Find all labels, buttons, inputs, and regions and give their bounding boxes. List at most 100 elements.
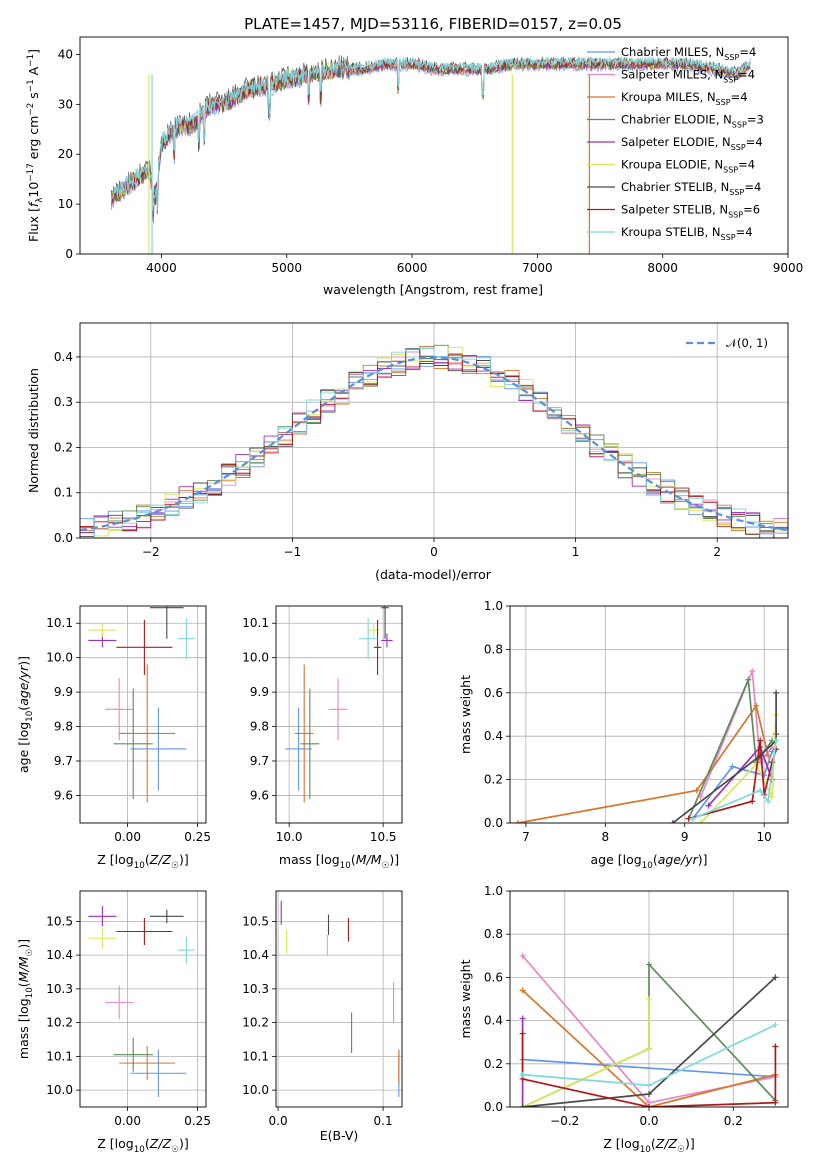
axes-mass-vs-EBV: 0.0 0.1 10.0 10.1 10.2 10.3 10.4 10.5 E(B-V) (242, 890, 403, 1143)
y-tick-label: 10.5 (242, 914, 269, 928)
x-tick-label: 7000 (522, 261, 553, 275)
axes-frame (79, 890, 207, 1108)
series-line-1 (699, 670, 773, 798)
data-point (757, 737, 764, 744)
y-tick-label: 0.4 (54, 350, 73, 364)
y-tick-label: 0.0 (54, 531, 73, 545)
data-point (519, 952, 526, 959)
series-line-6 (110, 55, 751, 214)
y-tick-label: 10.0 (46, 651, 73, 665)
chart-title: PLATE=1457, MJD=53116, FIBERID=0157, z=0… (244, 15, 622, 33)
x-tick-label: 0.00 (114, 830, 141, 844)
legend-entry: Chabrier MILES, NSSP=4 (621, 45, 756, 62)
data-point (519, 1071, 526, 1078)
series-line-7 (521, 1033, 777, 1107)
data-point (772, 974, 779, 981)
data-point (519, 1015, 526, 1022)
data-point (693, 787, 700, 794)
x-tick-label: 0.25 (184, 830, 211, 844)
legend-entry: Salpeter ELODIE, NSSP=4 (621, 135, 763, 152)
legend-entry: Kroupa STELIB, NSSP=4 (621, 225, 753, 242)
y-tick-label: 0.1 (54, 486, 73, 500)
data-point (705, 802, 712, 809)
y-tick-label: 9.8 (250, 720, 269, 734)
y-tick-label: 20 (58, 147, 73, 161)
gaussian-reference-line (80, 356, 788, 532)
x-tick-label: 8 (601, 830, 609, 844)
x-axis-label: Z [log10(Z/Z☉)] (97, 852, 188, 871)
x-tick-label: 0.0 (639, 1114, 658, 1128)
legend-entry: 𝒩(0, 1) (726, 336, 768, 350)
data-point (646, 1091, 652, 1098)
data-point (669, 820, 676, 823)
plot-area (285, 606, 393, 803)
axes-frame (275, 890, 403, 1108)
series-line-8 (692, 740, 777, 820)
x-axis-label: age [log10(age/yr)] (590, 852, 707, 871)
series-line-0 (522, 1058, 776, 1078)
x-tick-label: 10.0 (276, 830, 303, 844)
y-tick-label: 9.7 (54, 754, 73, 768)
y-tick-label: 9.7 (250, 754, 269, 768)
data-point (757, 787, 764, 794)
data-point (765, 752, 772, 759)
x-tick-label: 0.1 (374, 1114, 393, 1128)
plot-area (280, 901, 400, 1097)
x-tick-label: 10.5 (370, 830, 397, 844)
x-tick-label: 10 (757, 830, 772, 844)
axes-residuals: −2 −1 0 1 2 0.0 0.1 0.2 0.3 0.4 𝒩(0, 1) (data-model… (26, 322, 789, 582)
x-axis-label: mass [log10(M/M☉)] (279, 852, 399, 871)
data-point (646, 1104, 652, 1107)
x-tick-label: 4000 (146, 261, 177, 275)
data-point (729, 763, 736, 770)
data-point (773, 689, 780, 696)
y-tick-label: 10.0 (46, 1083, 73, 1097)
x-tick-label: 9000 (773, 261, 804, 275)
y-tick-label: 10.0 (242, 651, 269, 665)
axes-frame (509, 605, 789, 824)
data-point (514, 820, 521, 823)
legend-entry: Chabrier STELIB, NSSP=4 (621, 180, 761, 197)
y-tick-label: 1.0 (484, 599, 503, 613)
y-tick-label: 0 (65, 247, 73, 261)
y-tick-label: 0.4 (484, 1014, 503, 1028)
data-point (646, 996, 652, 1002)
axes-spectrum: 4000 5000 6000 7000 8000 9000 0 10 20 30 40 Chabrie… (26, 15, 803, 297)
x-tick-label: 7 (522, 830, 530, 844)
y-tick-label: 0.6 (484, 686, 503, 700)
data-point (772, 1021, 779, 1028)
y-tick-label: 9.6 (54, 788, 73, 802)
x-tick-label: 6000 (397, 261, 428, 275)
x-tick-label: −2 (142, 545, 160, 559)
y-tick-label: 10.4 (242, 948, 269, 962)
x-tick-label: 0 (430, 545, 438, 559)
x-tick-label: 0.00 (114, 1114, 141, 1128)
y-tick-label: 10.3 (46, 982, 73, 996)
axes-mass-vs-Z: 0.00 0.25 10.0 10.1 10.2 10.3 10.4 10.5 Z [log10… (16, 890, 211, 1155)
y-tick-label: 0.6 (484, 970, 503, 984)
series-line-5 (522, 999, 650, 1107)
data-point (646, 961, 652, 968)
y-tick-label: 9.6 (250, 788, 269, 802)
y-tick-label: 0.0 (484, 1100, 503, 1114)
y-tick-label: 10.2 (242, 1016, 269, 1030)
axes-frame (79, 322, 789, 539)
x-tick-label: 8000 (647, 261, 678, 275)
y-tick-label: 9.8 (54, 720, 73, 734)
y-tick-label: 1.0 (484, 884, 503, 898)
y-tick-label: 0.3 (54, 395, 73, 409)
y-tick-label: 10.0 (242, 1083, 269, 1097)
axes-frame (79, 36, 789, 255)
y-axis-label: age [log10(age/yr)] (16, 656, 35, 773)
plot-area (110, 55, 751, 254)
data-point (519, 987, 526, 994)
legend-entry: Kroupa MILES, NSSP=4 (621, 90, 748, 107)
data-point (769, 759, 776, 766)
data-point (749, 668, 756, 675)
y-tick-label: 10.1 (242, 616, 269, 630)
y-tick-label: 0.8 (484, 927, 503, 941)
x-tick-label: 5000 (271, 261, 302, 275)
series-line-2 (517, 703, 769, 823)
plot-area (519, 952, 779, 1107)
